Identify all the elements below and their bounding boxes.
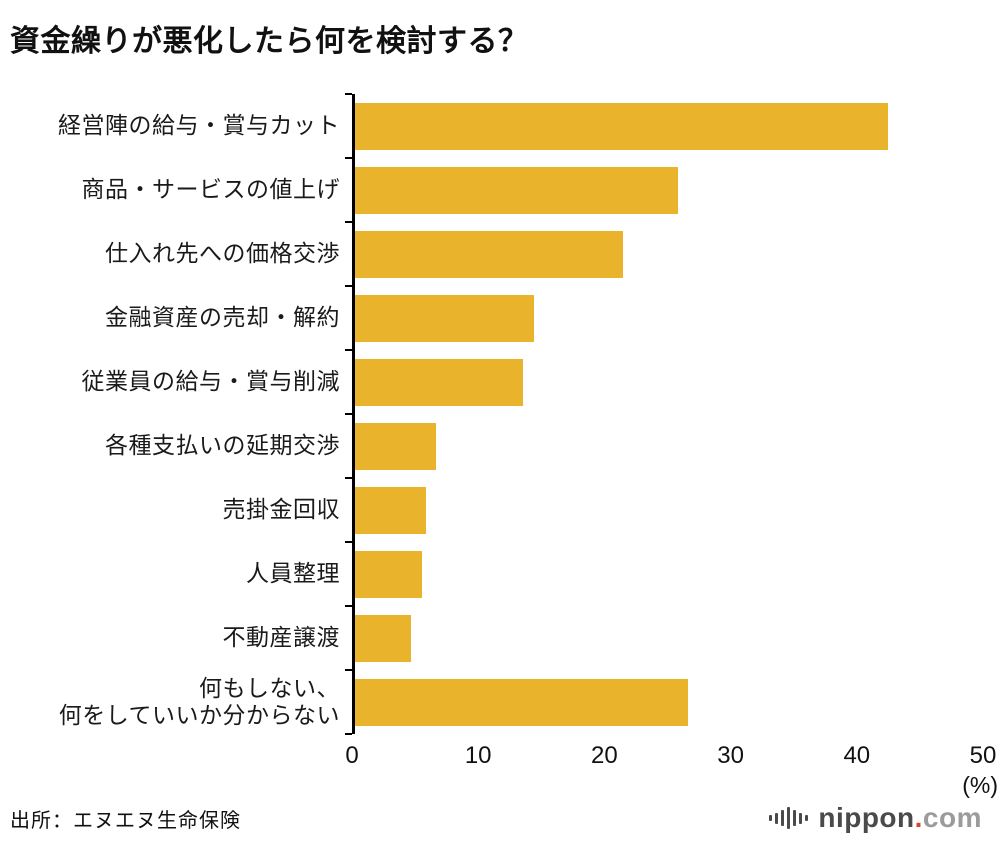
logo-text: nippon.com <box>818 802 982 834</box>
category-label: 各種支払いの延期交渉 <box>105 432 340 459</box>
logo-name: nippon <box>818 802 915 833</box>
chart-row: 商品・サービスの値上げ <box>10 158 986 223</box>
chart-row: 各種支払いの延期交渉 <box>10 414 986 479</box>
chart-row: 金融資産の売却・解約 <box>10 286 986 351</box>
bar-track <box>345 542 986 607</box>
source-label: 出所：エヌエヌ生命保険 <box>10 809 241 832</box>
bar-track <box>345 670 986 735</box>
bar <box>355 294 535 342</box>
chart-row: 不動産譲渡 <box>10 606 986 671</box>
bar <box>355 486 426 534</box>
bar-chart: 経営陣の給与・賞与カット商品・サービスの値上げ仕入れ先への価格交渉 金融資産の売却… <box>10 93 998 800</box>
axis-unit: (%) <box>352 770 998 800</box>
chart-row: 何もしない、 何をしていいか分からない <box>10 670 986 735</box>
x-tick-label: 10 <box>464 742 492 769</box>
bar <box>355 230 623 278</box>
bar <box>355 614 411 662</box>
axis-unit-label: (%) <box>962 772 999 798</box>
bar-track <box>345 414 986 479</box>
bar <box>355 422 436 470</box>
category-label: 商品・サービスの値上げ <box>81 176 340 203</box>
category-label: 不動産譲渡 <box>222 624 340 651</box>
bar-track <box>345 222 986 287</box>
chart-row: 仕入れ先への価格交渉 <box>10 222 986 287</box>
category-label: 仕入れ先への価格交渉 <box>105 240 340 267</box>
bar <box>355 550 422 598</box>
logo-tld: com <box>922 802 982 833</box>
bar-track <box>345 350 986 415</box>
x-tick-label: 30 <box>717 742 744 769</box>
x-tick-label: 0 <box>345 742 359 769</box>
x-axis: 0 10 20 30 40 50 <box>345 734 996 770</box>
bar <box>355 102 888 150</box>
bar-track <box>345 606 986 671</box>
x-tick-label: 40 <box>843 742 871 769</box>
bar <box>355 166 679 214</box>
x-tick-label: 20 <box>591 742 618 769</box>
bar-track <box>345 93 986 159</box>
x-tick-label: 50 <box>969 742 997 769</box>
category-label: 金融資産の売却・解約 <box>105 304 340 331</box>
category-label: 経営陣の給与・賞与カット <box>58 112 340 139</box>
bar-track <box>345 286 986 351</box>
soundwave-icon <box>769 805 809 831</box>
nippon-logo: nippon.com <box>769 802 982 834</box>
chart-row: 従業員の給与・賞与削減 <box>10 350 986 415</box>
bar <box>355 678 689 726</box>
bar-track <box>345 158 986 223</box>
chart-row: 売掛金回収 <box>10 478 986 543</box>
chart-row: 人員整理 <box>10 542 986 607</box>
category-label: 人員整理 <box>246 560 340 587</box>
category-label: 売掛金回収 <box>222 496 340 523</box>
bar <box>355 358 523 406</box>
chart-title: 資金繰りが悪化したら何を検討する？ <box>10 25 529 58</box>
chart-row: 経営陣の給与・賞与カット <box>10 93 986 159</box>
category-label: 何もしない、 何をしていいか分からない <box>58 674 340 728</box>
footer: 出所：エヌエヌ生命保険 nippon.com <box>0 794 1000 856</box>
bar-track <box>345 478 986 543</box>
chart-rows: 経営陣の給与・賞与カット商品・サービスの値上げ仕入れ先への価格交渉 金融資産の売却… <box>10 93 986 735</box>
logo-dot: . <box>914 802 923 833</box>
category-label: 従業員の給与・賞与削減 <box>81 368 340 395</box>
